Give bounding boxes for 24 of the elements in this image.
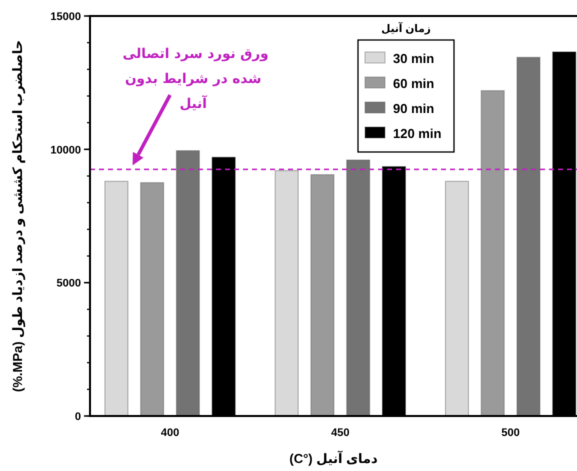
- x-tick-label: 500: [501, 427, 520, 439]
- bar: [480, 90, 505, 416]
- y-tick-label: 0: [74, 411, 81, 423]
- bar: [104, 180, 128, 416]
- y-tick-label: 5000: [56, 278, 81, 290]
- x-tick-label: 450: [331, 427, 350, 439]
- x-tick-label: 400: [160, 427, 180, 439]
- y-tick-label: 10000: [50, 144, 81, 156]
- ref-line-label: ورق نورد سرد اتصالی شده در شرایط بدون آنیل: [122, 46, 269, 112]
- legend-label: 120 min: [393, 126, 442, 141]
- x-axis-title: دمای آنیل (°C): [289, 450, 378, 466]
- bar: [444, 180, 469, 416]
- legend-title: زمان آنیل: [381, 21, 431, 35]
- legend-label: 60 min: [393, 76, 434, 91]
- bar: [140, 182, 164, 416]
- bar: [274, 170, 299, 416]
- bar: [176, 150, 200, 416]
- bar: [346, 160, 370, 416]
- legend-label: 30 min: [393, 51, 434, 66]
- y-axis-title: حاصلضرب استحکام کششی و درصد ازدیاد طول (MPa.%): [10, 40, 26, 392]
- legend-label: 90 min: [393, 101, 434, 116]
- y-tick-label: 15000: [50, 11, 81, 23]
- bar: [310, 174, 334, 416]
- bar: [516, 56, 540, 416]
